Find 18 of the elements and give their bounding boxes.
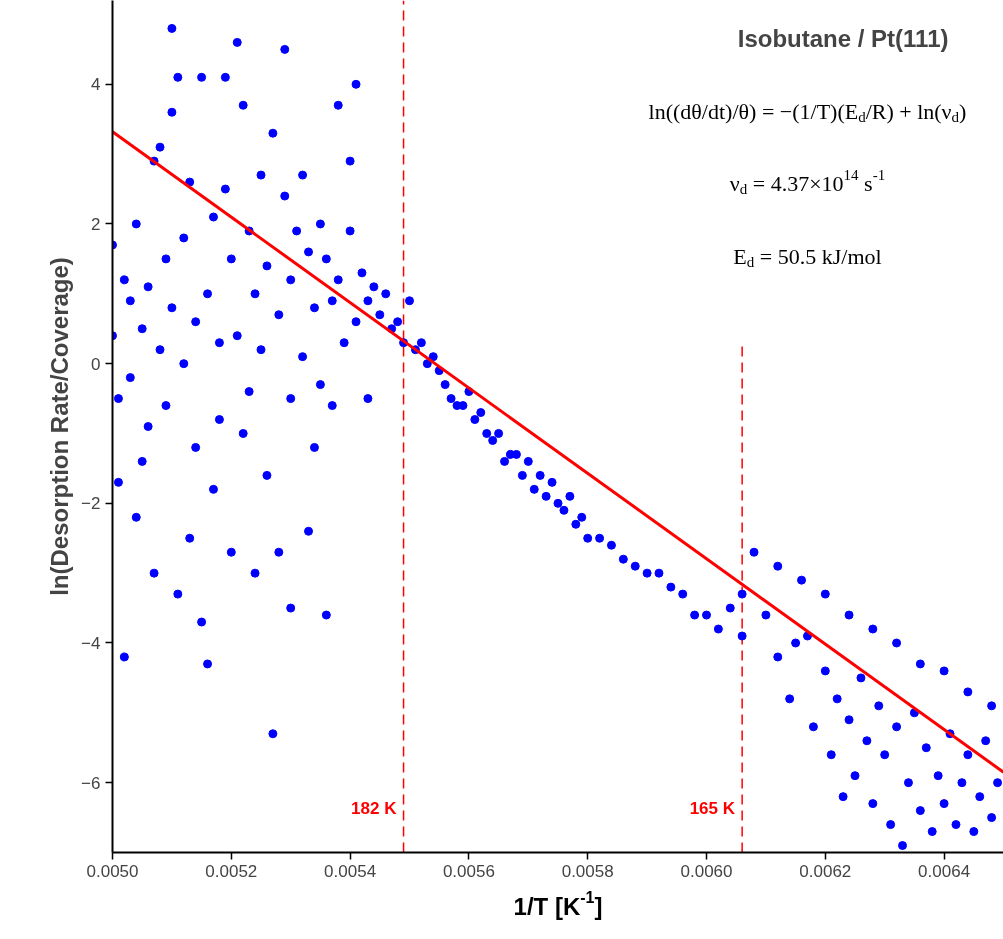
y-tick-label: −4: [81, 633, 101, 653]
text: Isobutane / Pt(111): [737, 25, 949, 53]
y-tick-label: 2: [91, 214, 101, 234]
ref-line-label: 165 K: [689, 799, 736, 819]
x-tick-label: 0.0058: [561, 861, 614, 881]
x-tick-label: 0.0050: [86, 861, 139, 881]
x-tick-label: 0.0064: [918, 861, 971, 881]
x-tick-label: 0.0052: [205, 861, 258, 881]
x-tick-label: 0.0056: [442, 861, 495, 881]
y-axis-title: ln(Desorption Rate/Coverage): [46, 257, 74, 596]
x-tick-label: 0.0062: [799, 861, 852, 881]
y-tick-label: −6: [81, 773, 101, 793]
x-tick-label: 0.0054: [324, 861, 377, 881]
x-tick-label: 0.0060: [680, 861, 733, 881]
ref-line-label: 182 K: [351, 799, 398, 819]
y-tick-label: −2: [81, 494, 101, 514]
y-tick-label: 4: [91, 75, 101, 95]
y-tick-label: 0: [91, 354, 101, 374]
